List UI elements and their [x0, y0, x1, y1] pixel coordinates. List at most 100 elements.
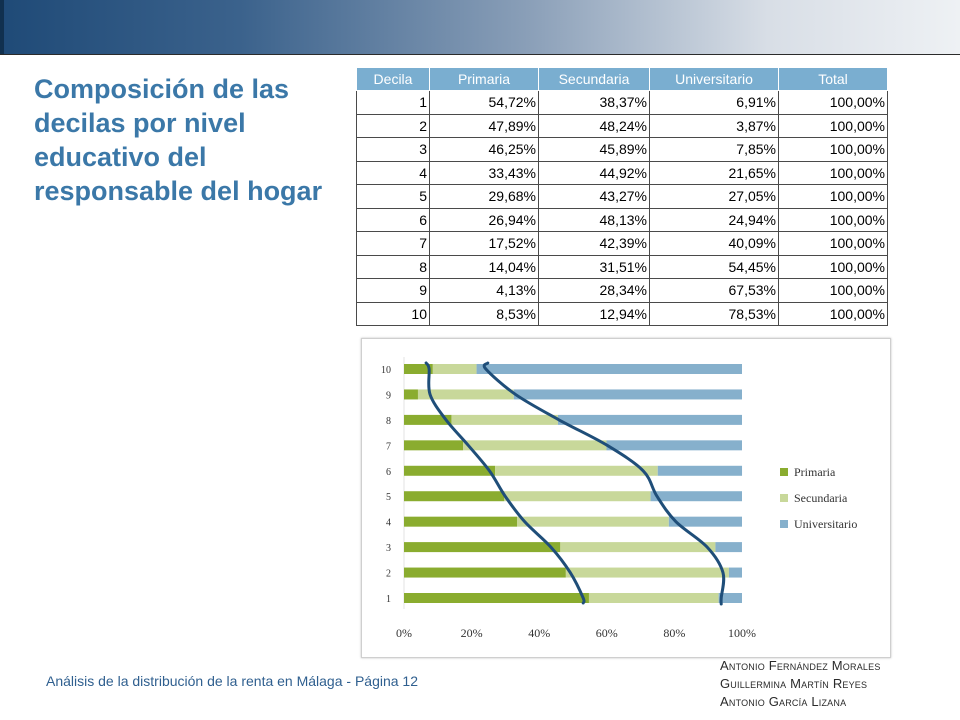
y-tick-label: 10 — [381, 365, 391, 376]
table-cell: 6 — [356, 207, 430, 232]
bar-segment-universitario — [557, 414, 742, 425]
table-cell: 48,13% — [538, 207, 650, 232]
y-tick-label: 2 — [386, 569, 391, 580]
table-row: 5 29,68% 43,27% 27,05% 100,00% — [356, 184, 888, 209]
table-cell: 43,27% — [538, 184, 650, 209]
bar-segment-universitario — [715, 542, 742, 553]
table-header-cell: Secundaria — [538, 67, 650, 91]
table-cell: 100,00% — [778, 113, 888, 138]
x-tick-label: 40% — [528, 626, 550, 640]
bar-segment-universitario — [606, 440, 742, 451]
footer-text: Análisis de la distribución de la renta … — [46, 673, 419, 689]
author-name: Antonio Fernández Morales — [720, 658, 881, 673]
table-header-cell: Primaria — [429, 67, 539, 91]
table-row: 6 26,94% 48,13% 24,94% 100,00% — [356, 207, 888, 232]
table-cell: 48,24% — [538, 113, 650, 138]
bar-segment-secundaria — [495, 465, 658, 476]
table-cell: 67,53% — [649, 278, 779, 303]
legend-label: Secundaria — [794, 491, 848, 505]
table-cell: 9 — [356, 278, 430, 303]
slide-title: Composición de las decilas por nivel edu… — [34, 74, 323, 206]
table-cell: 33,43% — [429, 160, 539, 185]
y-tick-label: 1 — [386, 594, 391, 605]
y-tick-label: 4 — [386, 518, 391, 529]
bar-segment-secundaria — [504, 491, 651, 502]
bar-segment-primaria — [404, 440, 464, 451]
author-name: Guillermina Martín Reyes — [720, 676, 868, 691]
table-cell: 3 — [356, 137, 430, 162]
y-tick-label: 9 — [386, 390, 391, 401]
table-cell: 17,52% — [429, 231, 539, 256]
bar-segment-primaria — [404, 516, 517, 527]
bar-segment-secundaria — [463, 440, 607, 451]
table-cell: 100,00% — [778, 254, 888, 279]
table-row: 2 47,89% 48,24% 3,87% 100,00% — [356, 113, 888, 138]
table-row: 1 54,72% 38,37% 6,91% 100,00% — [356, 90, 888, 115]
bar-segment-secundaria — [432, 364, 477, 374]
table-row: 3 46,25% 45,89% 7,85% 100,00% — [356, 137, 888, 162]
table-cell: 45,89% — [538, 137, 650, 162]
bar-segment-secundaria — [565, 567, 729, 578]
table-cell: 26,94% — [429, 207, 539, 232]
bar-segment-secundaria — [451, 414, 558, 425]
table-row: 10 8,53% 12,94% 78,53% 100,00% — [356, 301, 888, 326]
table-cell: 47,89% — [429, 113, 539, 138]
bar-segment-universitario — [476, 364, 742, 374]
x-tick-label: 60% — [596, 626, 618, 640]
bar-segment-secundaria — [560, 542, 716, 553]
y-tick-label: 8 — [386, 416, 391, 427]
table-row: 4 33,43% 44,92% 21,65% 100,00% — [356, 160, 888, 185]
bar-segment-primaria — [404, 364, 433, 374]
legend-label: Primaria — [794, 465, 836, 479]
table-cell: 4 — [356, 160, 430, 185]
table-cell: 46,25% — [429, 137, 539, 162]
table-cell: 8,53% — [429, 301, 539, 326]
table-cell: 38,37% — [538, 90, 650, 115]
table-cell: 100,00% — [778, 137, 888, 162]
legend-swatch — [780, 494, 788, 502]
bar-segment-universitario — [718, 593, 742, 603]
trend-curve-secundaria — [482, 361, 726, 606]
table-cell: 2 — [356, 113, 430, 138]
x-tick-label: 20% — [461, 626, 483, 640]
legend-swatch — [780, 468, 788, 476]
table-cell: 5 — [356, 184, 430, 209]
table-cell: 1 — [356, 90, 430, 115]
trend-curve-primaria — [424, 361, 586, 605]
bar-segment-universitario — [657, 465, 743, 476]
title-bar-edge — [0, 0, 4, 54]
table-cell: 14,04% — [429, 254, 539, 279]
table-cell: 100,00% — [778, 301, 888, 326]
table-cell: 4,13% — [429, 278, 539, 303]
table-cell: 54,72% — [429, 90, 539, 115]
bar-segment-universitario — [668, 516, 742, 527]
table-cell: 21,65% — [649, 160, 779, 185]
table-cell: 100,00% — [778, 184, 888, 209]
author-name: Antonio García Lizana — [720, 694, 847, 709]
table-header-row: Decila Primaria Secundaria Universitario… — [356, 67, 888, 91]
y-tick-label: 7 — [386, 441, 391, 452]
bar-segment-secundaria — [588, 593, 719, 603]
table-cell: 7 — [356, 231, 430, 256]
table-cell: 24,94% — [649, 207, 779, 232]
table-cell: 7,85% — [649, 137, 779, 162]
x-tick-label: 80% — [663, 626, 685, 640]
table-header-cell: Total — [778, 67, 888, 91]
y-tick-label: 6 — [386, 467, 391, 478]
legend-label: Universitario — [794, 517, 857, 531]
table-cell: 28,34% — [538, 278, 650, 303]
chart-frame: 1 2 3 4 5 6 7 8 9 10 0% 20% 40% 60% 80% 100% Primaria Sec… — [361, 338, 891, 658]
y-tick-label: 5 — [386, 492, 391, 503]
x-tick-label: 0% — [396, 626, 412, 640]
bar-segment-primaria — [404, 567, 566, 578]
table-cell: 3,87% — [649, 113, 779, 138]
table-header-cell: Universitario — [649, 67, 779, 91]
bar-segment-universitario — [513, 389, 742, 400]
table-cell: 54,45% — [649, 254, 779, 279]
bar-segment-primaria — [404, 491, 505, 502]
bar-segment-primaria — [404, 542, 561, 553]
table-row: 9 4,13% 28,34% 67,53% 100,00% — [356, 278, 888, 303]
table-cell: 100,00% — [778, 90, 888, 115]
table-cell: 44,92% — [538, 160, 650, 185]
table-cell: 100,00% — [778, 278, 888, 303]
